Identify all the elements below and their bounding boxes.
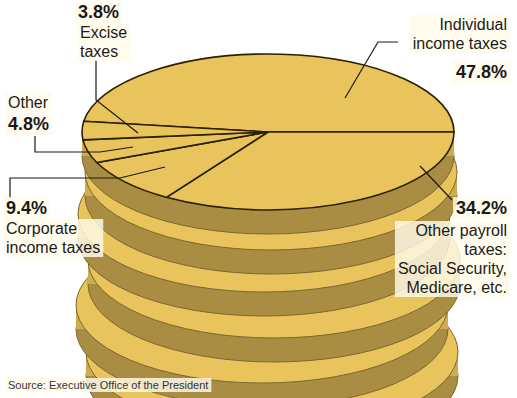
label-patches: [3, 1, 510, 392]
chart: Individual income taxes 47.8% Other payroll…: [0, 0, 517, 398]
leaders: [10, 42, 452, 200]
label-line: Corporate: [6, 220, 77, 237]
data-label: 4.8%: [8, 114, 49, 134]
category-label: Other: [8, 94, 49, 111]
pie-slice: [84, 54, 454, 132]
label-patch: [3, 197, 50, 219]
data-label: 47.8%: [456, 62, 507, 82]
pie: [82, 54, 454, 210]
data-label: 34.2%: [456, 198, 507, 218]
label-patch: [3, 219, 103, 257]
label-line: income taxes: [413, 35, 507, 52]
label-patch: [453, 61, 510, 83]
label-patch: [5, 93, 52, 112]
category-label: Excise taxes: [80, 24, 127, 60]
label-line: Excise: [80, 24, 127, 41]
leader-line: [345, 42, 398, 98]
label-line: Medicare, etc.: [407, 279, 507, 296]
label-patch: [453, 197, 510, 219]
label-patch: [75, 1, 122, 23]
data-label: 3.8%: [78, 2, 119, 22]
leader-line: [10, 167, 165, 198]
category-label: Corporate income taxes: [6, 220, 100, 256]
data-label: 9.4%: [6, 198, 47, 218]
label-patch: [5, 378, 211, 392]
label-line: Individual: [439, 16, 507, 33]
leader-line: [420, 166, 452, 200]
pie-slice: [82, 121, 268, 140]
leader-line: [35, 136, 133, 152]
label-patch: [5, 113, 52, 135]
label-line: taxes:: [464, 241, 507, 258]
labels: Individual income taxes 47.8% Other payroll…: [6, 2, 507, 391]
label-line: Other payroll: [415, 222, 507, 239]
source-note: Source: Executive Office of the Presiden…: [8, 379, 208, 391]
category-label: Other payroll taxes: Social Security, Medic…: [398, 222, 507, 296]
label-line: income taxes: [6, 239, 100, 256]
label-patch: [395, 221, 510, 297]
label-line: taxes: [80, 43, 118, 60]
label-line: Social Security,: [398, 260, 507, 277]
leader-line: [96, 60, 138, 133]
label-line: Other: [8, 94, 49, 111]
label-patch: [410, 15, 510, 53]
label-patch: [77, 23, 130, 61]
category-label: Individual income taxes: [413, 16, 507, 52]
